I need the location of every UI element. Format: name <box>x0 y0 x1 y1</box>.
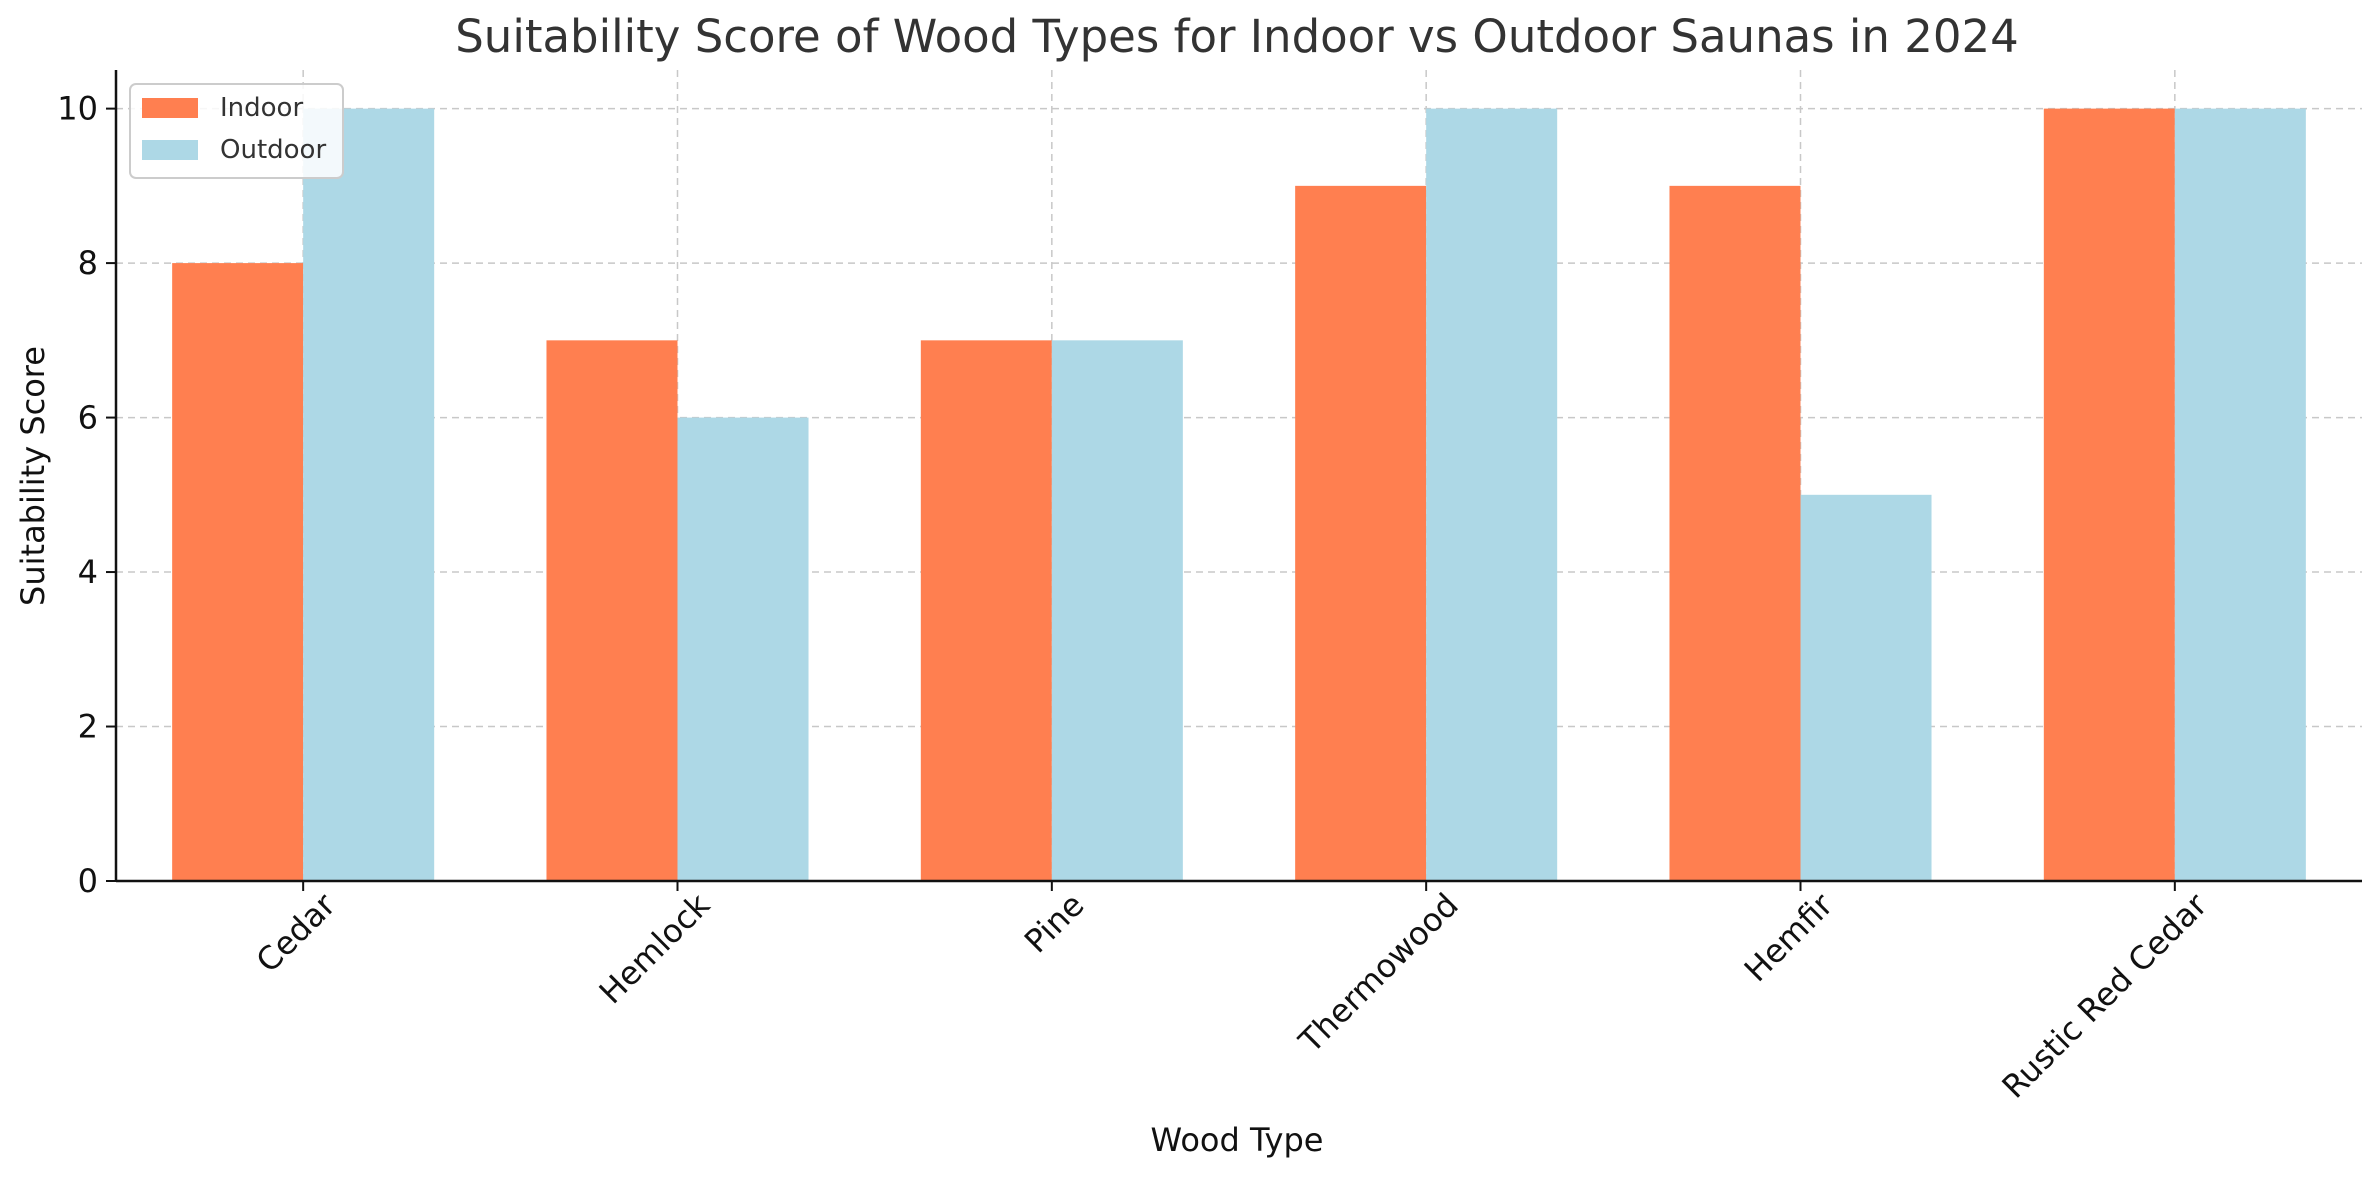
x-tick-label: Hemfir <box>1737 885 1841 989</box>
legend-swatch-indoor <box>142 98 198 118</box>
legend-swatch-outdoor <box>142 140 198 160</box>
bar-indoor <box>546 340 678 881</box>
bar-indoor <box>1295 185 1427 881</box>
x-tick-label: Rustic Red Cedar <box>1995 885 2216 1106</box>
x-tick-label: Hemlock <box>592 885 718 1011</box>
legend-label-indoor: Indoor <box>220 93 303 123</box>
x-axis-label: Wood Type <box>1151 1121 1324 1159</box>
y-tick-label: 8 <box>78 244 98 282</box>
x-tick-label: Thermowood <box>1291 886 1466 1061</box>
bar-indoor <box>2043 108 2175 882</box>
y-tick-label: 0 <box>78 862 98 900</box>
y-tick-label: 2 <box>78 708 98 746</box>
bar-indoor <box>1669 185 1801 881</box>
y-tick-label: 4 <box>78 553 98 591</box>
bar-indoor <box>172 263 304 882</box>
bar-outdoor <box>1800 494 1932 881</box>
chart-title: Suitability Score of Wood Types for Indo… <box>455 10 2019 63</box>
y-axis-label: Suitability Score <box>14 346 52 606</box>
x-tick-label: Cedar <box>249 885 344 980</box>
bars <box>172 108 2306 882</box>
legend: Indoor Outdoor <box>129 83 344 179</box>
legend-label-outdoor: Outdoor <box>220 135 326 165</box>
bar-outdoor <box>303 108 435 882</box>
bar-outdoor <box>2174 108 2306 882</box>
y-tick-label: 10 <box>57 90 98 128</box>
grid-lines <box>116 70 2362 882</box>
axes <box>106 70 2362 891</box>
x-tick-label: Pine <box>1017 886 1092 961</box>
bar-indoor <box>920 340 1052 881</box>
bar-outdoor <box>1426 108 1558 882</box>
bar-outdoor <box>1051 340 1183 881</box>
y-tick-label: 6 <box>78 399 98 437</box>
bar-outdoor <box>677 417 809 881</box>
